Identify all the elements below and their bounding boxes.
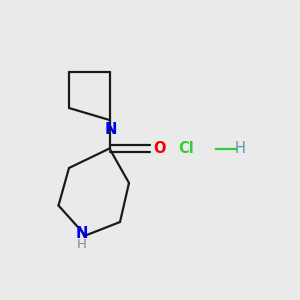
Text: N: N — [105, 122, 117, 137]
Text: Cl: Cl — [178, 141, 194, 156]
Text: O: O — [153, 141, 165, 156]
Text: N: N — [76, 226, 88, 242]
Text: H: H — [77, 238, 87, 251]
Text: H: H — [235, 141, 245, 156]
